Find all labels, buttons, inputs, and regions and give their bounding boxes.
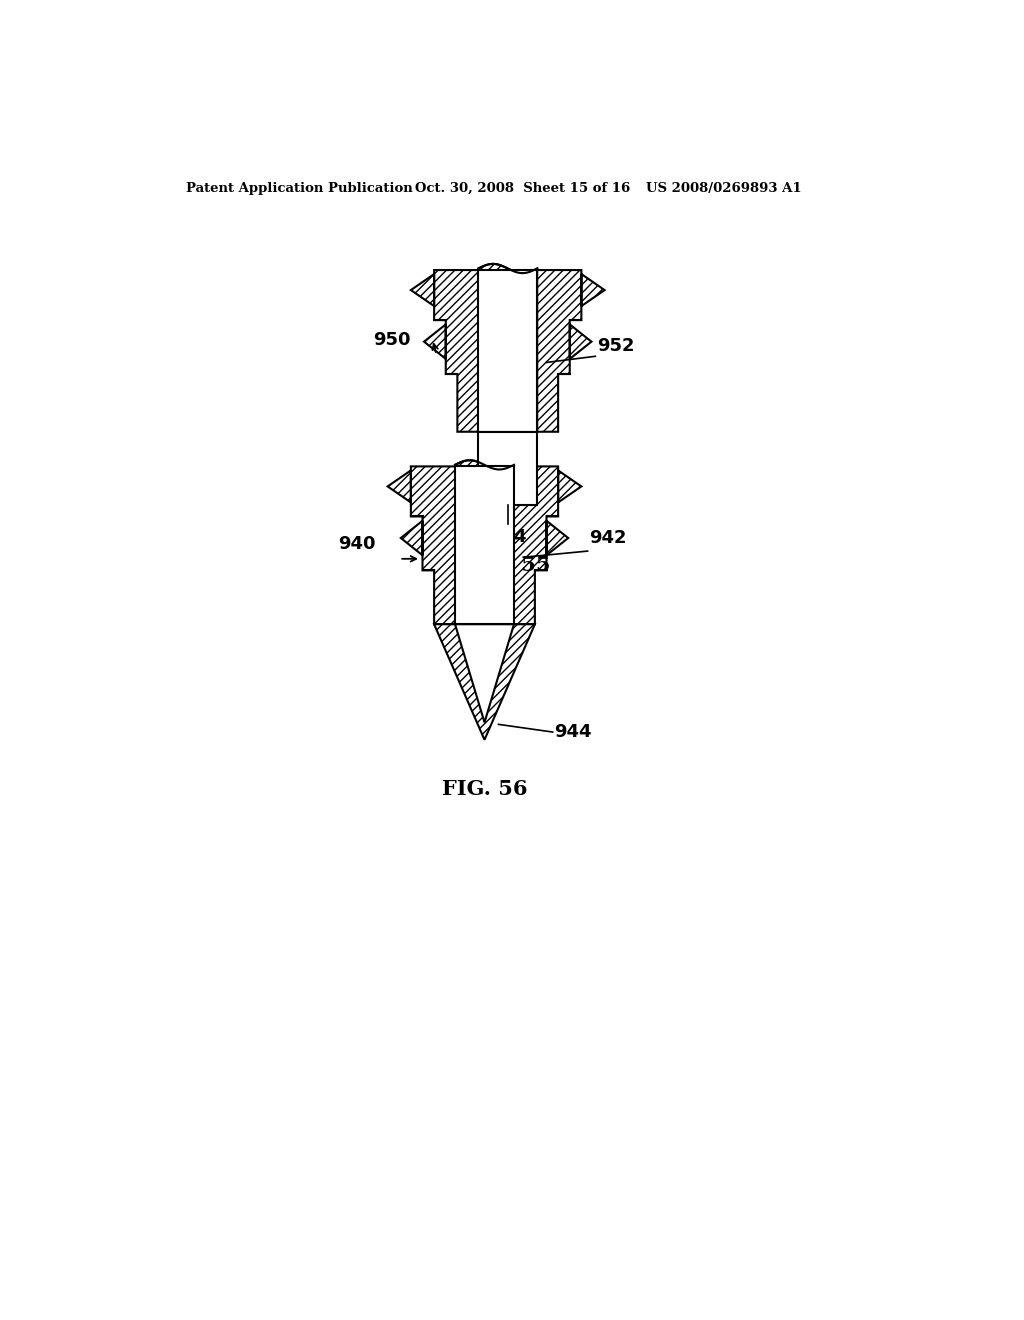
- Text: 952: 952: [597, 337, 635, 355]
- Polygon shape: [455, 624, 514, 722]
- Text: FIG. 55: FIG. 55: [465, 554, 551, 576]
- Text: 942: 942: [589, 529, 627, 548]
- Polygon shape: [478, 264, 538, 273]
- Text: 954: 954: [489, 528, 526, 546]
- Text: 944: 944: [554, 723, 592, 741]
- Text: FIG. 56: FIG. 56: [441, 779, 527, 799]
- Text: 940: 940: [339, 536, 376, 553]
- Text: Oct. 30, 2008  Sheet 15 of 16: Oct. 30, 2008 Sheet 15 of 16: [415, 182, 630, 194]
- Text: Patent Application Publication: Patent Application Publication: [186, 182, 413, 194]
- Polygon shape: [478, 432, 538, 506]
- Polygon shape: [388, 466, 455, 624]
- Polygon shape: [478, 271, 538, 432]
- Polygon shape: [455, 466, 514, 624]
- Text: US 2008/0269893 A1: US 2008/0269893 A1: [646, 182, 802, 194]
- Polygon shape: [411, 271, 478, 432]
- Polygon shape: [514, 466, 582, 624]
- Polygon shape: [538, 271, 604, 432]
- Polygon shape: [455, 461, 514, 470]
- Text: 950: 950: [374, 331, 411, 350]
- Polygon shape: [434, 624, 535, 739]
